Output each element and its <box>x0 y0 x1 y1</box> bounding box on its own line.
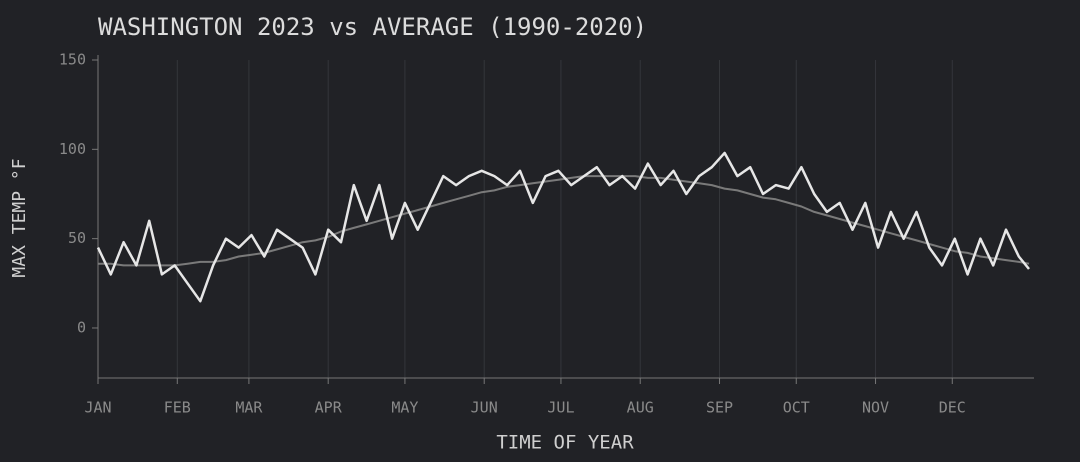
y-tick-label: 150 <box>59 51 86 69</box>
x-tick-label: AUG <box>627 399 654 417</box>
x-tick-label: MAY <box>391 399 418 417</box>
chart-title: WASHINGTON 2023 vs AVERAGE (1990-2020) <box>98 13 647 41</box>
y-tick-label: 0 <box>77 318 86 336</box>
x-tick-label: OCT <box>783 399 810 417</box>
x-tick-label: JAN <box>84 399 111 417</box>
x-tick-label: JUN <box>471 399 498 417</box>
x-tick-label: MAR <box>235 399 263 417</box>
y-tick-label: 50 <box>68 229 86 247</box>
y-tick-label: 100 <box>59 140 86 158</box>
x-tick-label: SEP <box>706 399 733 417</box>
x-tick-label: NOV <box>862 399 889 417</box>
x-axis-label: TIME OF YEAR <box>496 432 634 454</box>
x-tick-label: DEC <box>939 399 966 417</box>
y-axis-label: MAX TEMP °F <box>9 158 30 277</box>
x-tick-label: APR <box>315 399 343 417</box>
series-line <box>96 151 1030 303</box>
x-tick-label: FEB <box>164 399 191 417</box>
x-tick-label: JUL <box>547 399 574 417</box>
